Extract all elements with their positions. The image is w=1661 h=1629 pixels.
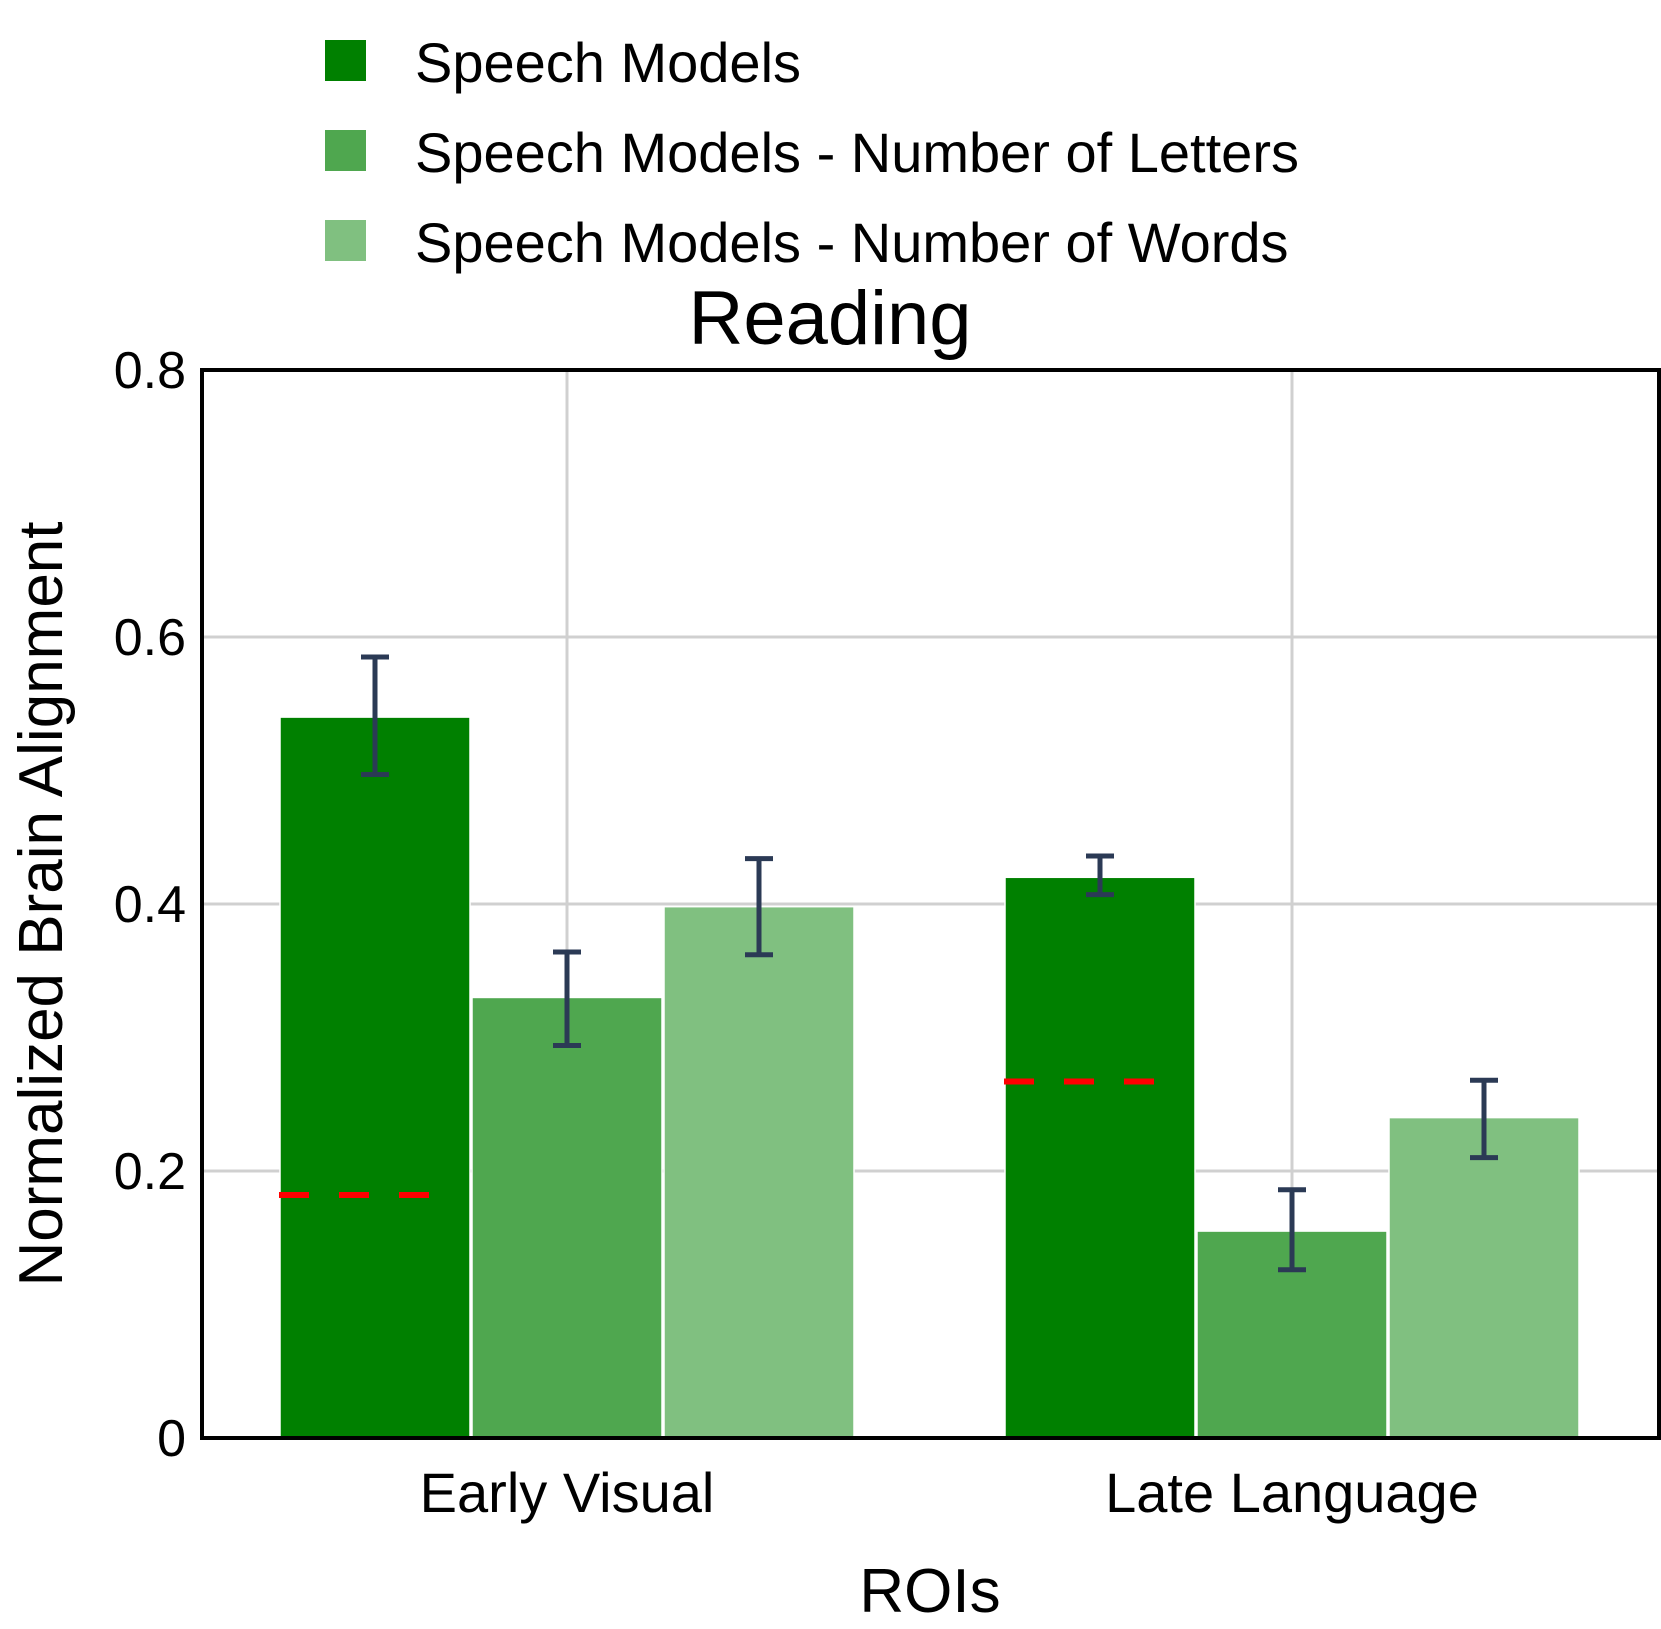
- y-tick-label: 0.6: [114, 609, 186, 667]
- x-tick-label: Late Language: [1105, 1461, 1479, 1524]
- baseline-markers: [279, 1078, 1158, 1199]
- bar: [663, 905, 855, 1439]
- legend: Speech Models Speech Models - Number of L…: [325, 31, 1299, 274]
- y-axis-ticks: 0 0.2 0.4 0.6 0.8: [114, 342, 186, 1468]
- error-bars: [361, 654, 1498, 1273]
- bars: [279, 716, 1580, 1439]
- plot-frame: [200, 368, 1661, 1440]
- chart-title: Reading: [688, 276, 971, 361]
- legend-label: Speech Models - Number of Letters: [415, 121, 1299, 184]
- legend-swatch: [325, 40, 366, 81]
- y-axis-label: Normalized Brain Alignment: [7, 521, 76, 1286]
- x-axis-label: ROIs: [859, 1557, 1000, 1626]
- bar: [471, 996, 663, 1439]
- y-tick-label: 0: [157, 1410, 186, 1468]
- y-tick-label: 0.2: [114, 1143, 186, 1201]
- y-tick-label: 0.4: [114, 876, 186, 934]
- legend-label: Speech Models: [415, 31, 801, 94]
- legend-swatch: [325, 130, 366, 171]
- x-axis-ticks: Early Visual Late Language: [420, 1461, 1479, 1524]
- bar: [1004, 876, 1196, 1439]
- y-tick-label: 0.8: [114, 342, 186, 400]
- legend-label: Speech Models - Number of Words: [415, 211, 1289, 274]
- x-tick-label: Early Visual: [420, 1461, 715, 1524]
- legend-swatch: [325, 220, 366, 261]
- bar: [279, 716, 471, 1439]
- bar: [1388, 1116, 1580, 1439]
